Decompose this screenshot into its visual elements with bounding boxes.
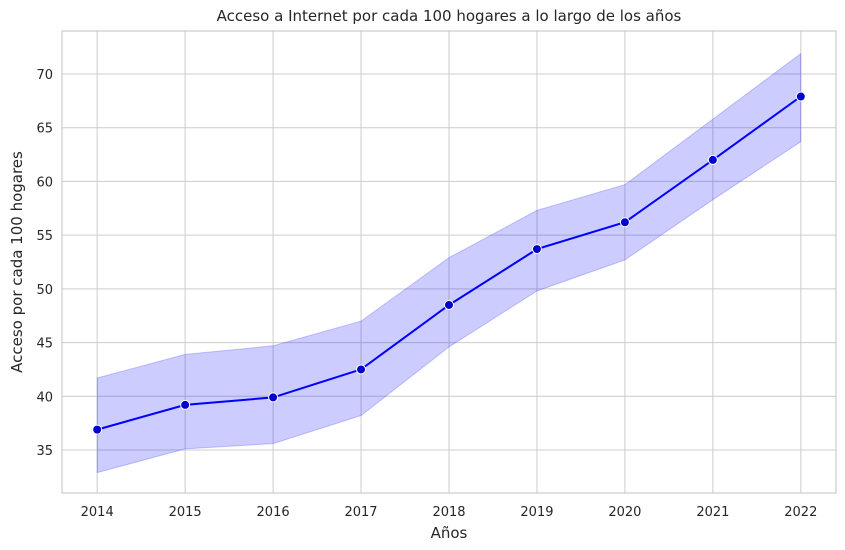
plot-frame [61, 30, 837, 494]
data-point [180, 399, 191, 410]
x-tick-label: 2017 [344, 505, 377, 520]
x-axis-label: Años [431, 524, 468, 542]
y-tick-label: 35 [36, 444, 53, 459]
data-point [92, 424, 103, 435]
x-tick-label: 2020 [608, 505, 641, 520]
x-tick-label: 2018 [432, 505, 465, 520]
x-tick-label: 2022 [784, 505, 817, 520]
data-point [795, 91, 806, 102]
y-tick-labels: 35 40 45 50 55 60 65 70 [36, 68, 53, 459]
data-point [619, 217, 630, 228]
data-point [356, 364, 367, 375]
data-point [444, 299, 454, 310]
y-tick-label: 55 [36, 229, 53, 244]
grid-lines [62, 31, 836, 493]
y-tick-label: 50 [36, 283, 53, 298]
y-tick-label: 70 [36, 68, 53, 83]
y-tick-label: 45 [36, 337, 53, 352]
x-tick-label: 2021 [696, 505, 729, 520]
data-point [268, 392, 279, 403]
data-point [707, 154, 718, 165]
x-tick-label: 2014 [81, 505, 114, 520]
x-tick-labels: 2014 2015 2016 2017 2018 2019 2020 2021 2022 [81, 505, 818, 520]
x-tick-label: 2019 [520, 505, 553, 520]
data-points [92, 91, 806, 435]
y-tick-label: 40 [36, 390, 53, 405]
y-tick-label: 60 [36, 175, 53, 190]
chart-title: Acceso a Internet por cada 100 hogares a… [217, 7, 682, 25]
confidence-band [96, 52, 802, 474]
data-point [531, 244, 542, 255]
x-tick-label: 2015 [169, 505, 202, 520]
y-tick-label: 65 [36, 122, 53, 137]
x-tick-label: 2016 [257, 505, 290, 520]
y-axis-label: Acceso por cada 100 hogares [8, 151, 26, 373]
